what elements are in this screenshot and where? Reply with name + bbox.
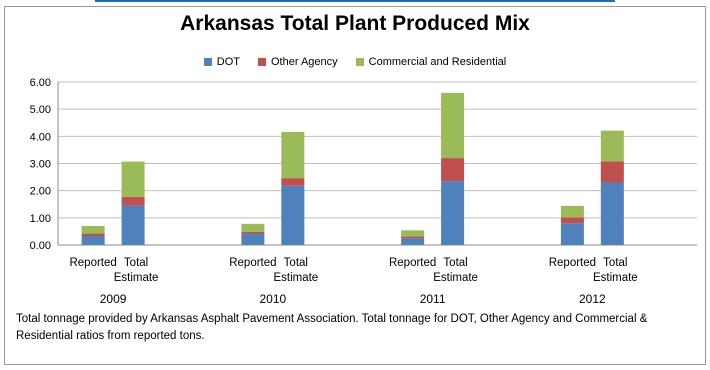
bar-segment [401, 236, 425, 239]
chart-title: Arkansas Total Plant Produced Mix [180, 12, 530, 35]
category-label: Estimate [433, 272, 478, 284]
bar-segment [121, 161, 145, 197]
y-tick-label: 5.00 [30, 104, 51, 116]
chart-frame [4, 6, 706, 365]
bar-segment [121, 205, 145, 245]
group-label-2011: 2011 [420, 292, 446, 306]
bar-segment [560, 217, 584, 224]
bar-segment [281, 185, 305, 245]
chart-footnote: Total tonnage provided by Arkansas Aspha… [16, 313, 648, 342]
bar-segment [81, 225, 105, 234]
bar-segment [241, 231, 265, 234]
legend-item-dot: DOT [203, 56, 240, 68]
bar-segment [441, 158, 465, 182]
category-label: Reported [389, 257, 436, 269]
legend-swatch-other-agency [258, 58, 266, 66]
legend-swatch-commercial [355, 58, 364, 66]
legend-item-commercial: Commercial and Residential [355, 56, 507, 68]
category-label: Total [124, 257, 148, 269]
category-label: Reported [229, 257, 276, 269]
bar-segment [441, 181, 465, 245]
bar-segment [560, 205, 584, 218]
category-label: Reported [549, 257, 596, 269]
bar-segment [81, 236, 105, 245]
legend-label-commercial: Commercial and Residential [368, 56, 507, 68]
y-tick-label: 4.00 [30, 131, 51, 143]
legend-label-dot: DOT [216, 56, 240, 68]
category-label: Total [603, 257, 627, 269]
y-tick-label: 0.00 [30, 240, 51, 252]
y-tick-label: 2.00 [30, 186, 51, 198]
group-label-2009: 2009 [100, 292, 127, 306]
bar-segment [600, 161, 624, 183]
chart-legend: DOT Other Agency Commercial and Resident… [0, 56, 710, 68]
bar-segment [560, 223, 584, 245]
category-label: Estimate [114, 272, 159, 284]
top-decoration [0, 0, 710, 6]
y-tick-label: 6.00 [30, 77, 51, 89]
category-label: Estimate [273, 272, 318, 284]
bar-segment [281, 131, 305, 179]
bar-segment [401, 238, 425, 245]
bar-segment [600, 182, 624, 245]
bar-segment [600, 130, 624, 162]
category-label: Reported [69, 257, 116, 269]
bar-segment [241, 223, 265, 232]
bar-segment [401, 230, 425, 237]
category-label: Estimate [593, 272, 638, 284]
category-label: Total [284, 257, 308, 269]
legend-item-other-agency: Other Agency [258, 56, 338, 68]
legend-label-other-agency: Other Agency [271, 56, 338, 68]
group-label-2010: 2010 [260, 292, 287, 306]
y-tick-label: 1.00 [30, 213, 51, 225]
bar-segment [281, 178, 305, 186]
group-label-2012: 2012 [579, 292, 606, 306]
y-tick-label: 3.00 [30, 159, 51, 171]
bar-segment [441, 92, 465, 159]
top-decoration-bar [95, 0, 615, 2]
legend-swatch-dot [203, 58, 212, 66]
bar-segment [121, 196, 145, 206]
bar-segment [81, 233, 105, 237]
bar-segment [241, 233, 265, 245]
category-label: Total [443, 257, 467, 269]
